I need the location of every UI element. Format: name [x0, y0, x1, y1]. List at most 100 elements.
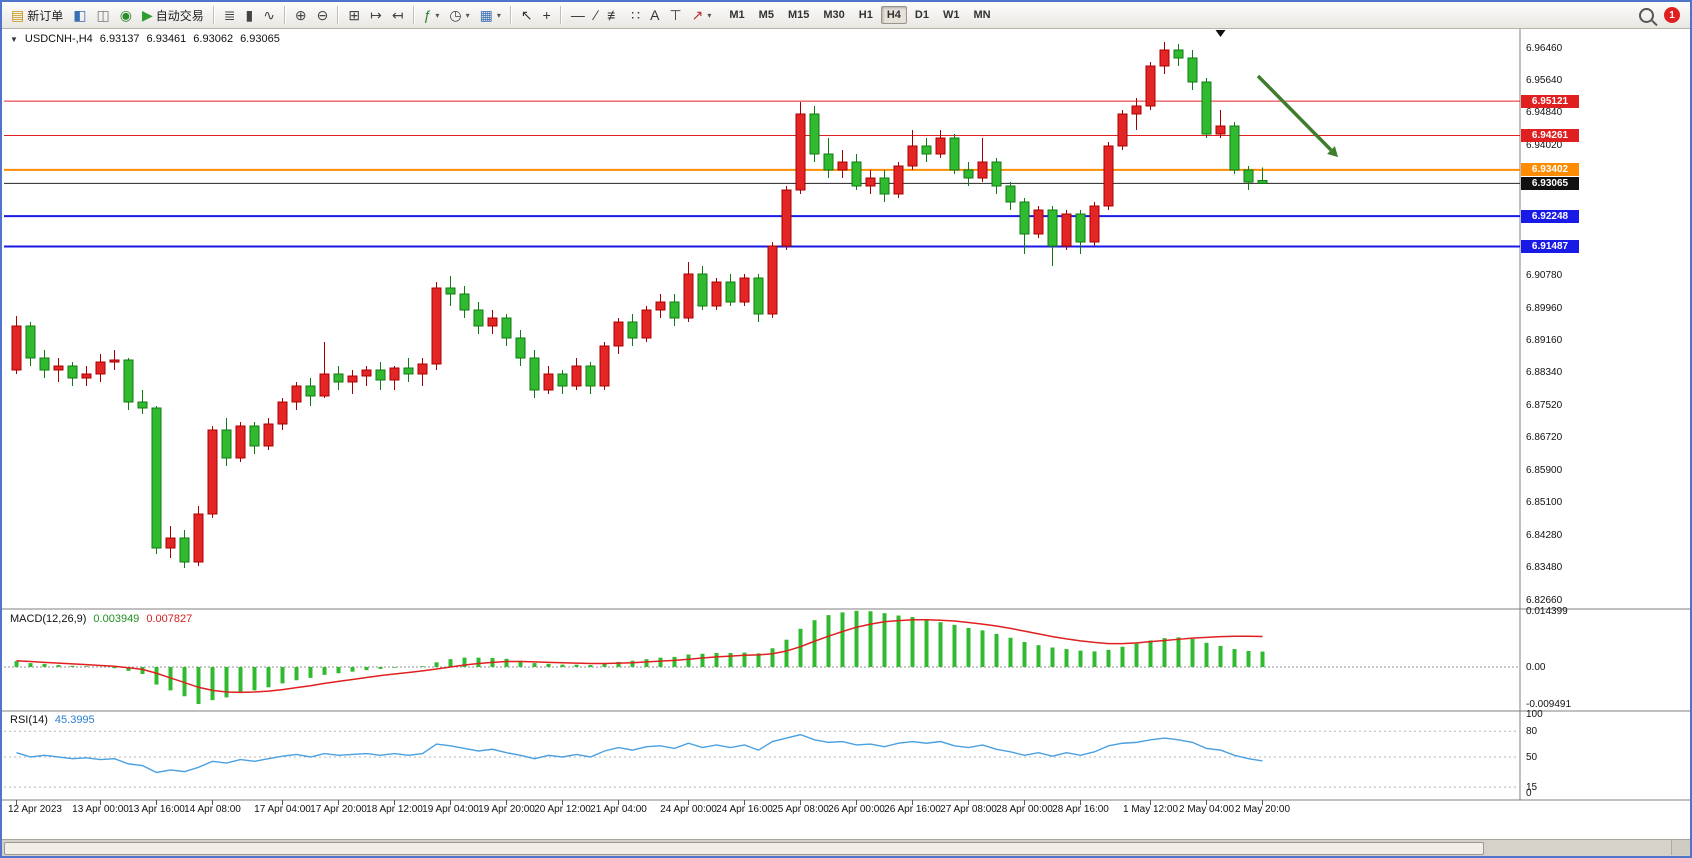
bar-chart-button[interactable]: ≣: [220, 3, 240, 27]
crosshair-button[interactable]: +: [539, 3, 555, 27]
grid-channel-button[interactable]: ∷: [627, 3, 644, 27]
candle: [711, 281, 722, 307]
fibonacci-button[interactable]: ≢: [603, 3, 625, 27]
candle: [1201, 81, 1212, 135]
indicators-button[interactable]: ƒ ▾: [420, 3, 444, 27]
arrows-button[interactable]: ↗ ▾: [688, 3, 716, 27]
zoom-out-icon: ⊖: [316, 7, 329, 23]
toolbar-right: 1: [1639, 7, 1686, 23]
toolbar-separator: [412, 6, 415, 24]
candle: [361, 369, 372, 377]
toolbar-separator: [212, 6, 215, 24]
profiles-button[interactable]: ◫: [92, 3, 113, 27]
timeframe-m30-button[interactable]: M30: [823, 9, 845, 21]
macd-label: MACD(12,26,9): [10, 613, 87, 625]
candle: [935, 137, 946, 155]
cursor-icon: ↖: [520, 7, 533, 23]
macd-signal-value: 0.007827: [146, 613, 193, 625]
candle: [655, 301, 666, 311]
rsi-header: RSI(14) 45.3995: [10, 714, 95, 726]
help-button[interactable]: ◉: [116, 3, 136, 27]
tile-windows-button[interactable]: ⊞: [344, 3, 364, 27]
chevron-down-icon: ▾: [496, 10, 501, 20]
symbol-period-label: USDCNH-,H4: [24, 33, 93, 45]
timeframe-w1-button[interactable]: W1: [942, 9, 960, 21]
cursor-button[interactable]: ↖: [517, 3, 537, 27]
templates-button[interactable]: ▦ ▾: [476, 3, 505, 27]
notification-badge[interactable]: 1: [1664, 7, 1680, 23]
toolbar-separator: [559, 6, 562, 24]
macd-value: 0.003949: [93, 613, 140, 625]
new-order-icon: ▤: [11, 7, 25, 23]
timeframe-m15-button[interactable]: M15: [787, 9, 810, 21]
chart-expand-icon[interactable]: ▼: [10, 34, 18, 44]
timeframe-m5-button[interactable]: M5: [758, 9, 774, 21]
trend-arrow[interactable]: [1256, 74, 1333, 152]
candle: [25, 325, 36, 359]
candle: [235, 425, 246, 459]
periods-icon: ◷: [449, 7, 462, 23]
arrows-icon: ↗: [691, 7, 704, 23]
chevron-down-icon: ▾: [435, 10, 440, 20]
candle: [1159, 49, 1170, 67]
timeframe-h1-button[interactable]: H1: [858, 9, 873, 21]
candle: [697, 273, 708, 307]
text-button[interactable]: A: [646, 3, 663, 27]
line-chart-button[interactable]: ∿: [259, 3, 279, 27]
candle: [1061, 213, 1072, 247]
candle: [487, 317, 498, 327]
candle: [109, 359, 120, 363]
auto-trading-button-label: 自动交易: [155, 8, 204, 23]
candle: [151, 407, 162, 549]
new-order-button[interactable]: ▤ 新订单: [7, 3, 67, 27]
scrollbar-thumb[interactable]: [4, 842, 1484, 855]
grid-icon: ∷: [631, 7, 641, 23]
candle: [669, 301, 680, 319]
candle: [53, 365, 64, 371]
search-icon[interactable]: [1639, 7, 1654, 23]
auto-scroll-icon: ↦: [370, 7, 382, 23]
ohlc-open: 6.93137: [99, 33, 140, 45]
new-order-button-label: 新订单: [27, 8, 64, 23]
candle: [627, 321, 638, 339]
chart-shift-icon: ↤: [391, 7, 404, 23]
candlestick-chart-button[interactable]: ▮: [241, 3, 257, 27]
candle: [81, 373, 92, 379]
trend-arrow-head[interactable]: [1327, 146, 1339, 158]
timeframe-h4-button[interactable]: H4: [880, 6, 907, 24]
timeframe-mn-button[interactable]: MN: [973, 9, 991, 21]
indicators-icon: ƒ: [423, 7, 432, 23]
candle: [417, 363, 428, 375]
ohlc-low: 6.93062: [193, 33, 234, 45]
zoom-out-button[interactable]: ⊖: [313, 3, 333, 27]
candle: [1089, 205, 1100, 243]
candle: [613, 321, 624, 347]
auto-trading-button[interactable]: ▶ 自动交易: [138, 3, 208, 27]
trendline-button[interactable]: ∕: [591, 3, 601, 27]
candle: [991, 161, 1002, 187]
timeframe-d1-button[interactable]: D1: [914, 9, 929, 21]
zoom-in-button[interactable]: ⊕: [291, 3, 311, 27]
candle: [11, 325, 22, 371]
chevron-down-icon: ▾: [465, 10, 470, 20]
timeframe-m1-button[interactable]: M1: [729, 9, 745, 21]
help-icon: ◉: [119, 7, 132, 23]
zoom-in-icon: ⊕: [294, 7, 307, 23]
periods-button[interactable]: ◷ ▾: [445, 3, 473, 27]
candle: [333, 373, 344, 383]
profile-icon: ◫: [96, 7, 110, 23]
auto-scroll-button[interactable]: ↦: [366, 3, 386, 27]
candle: [753, 277, 764, 315]
text-label-icon: ⊤: [669, 7, 682, 23]
charts-button[interactable]: ◧: [69, 3, 90, 27]
timeframe-buttons: M1 M5 M15 M30 H1 H4 D1 W1 MN: [722, 6, 997, 24]
candle: [1131, 105, 1142, 115]
candle: [557, 373, 568, 387]
candle: [1019, 201, 1030, 235]
horizontal-line-button[interactable]: —: [567, 3, 589, 27]
text-label-button[interactable]: ⊤: [665, 3, 685, 27]
rsi-value: 45.3995: [54, 714, 95, 726]
chart-shift-button[interactable]: ↤: [388, 3, 408, 27]
